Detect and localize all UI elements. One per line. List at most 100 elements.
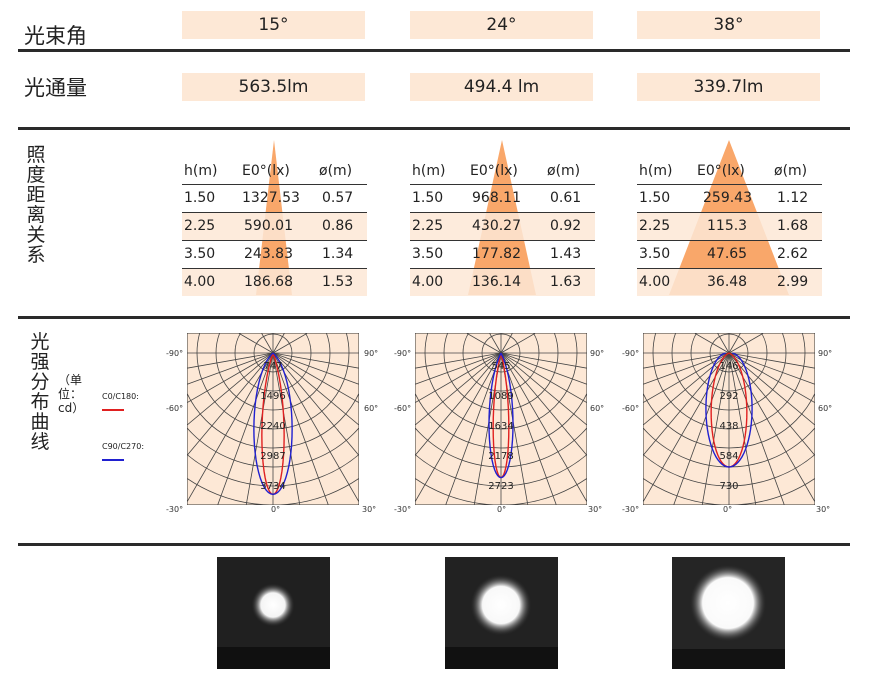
table-line [182, 240, 367, 241]
light-spot-image-3 [672, 557, 785, 669]
polar-radial [500, 352, 557, 505]
polar-tick-label: 146 [719, 361, 739, 372]
divider-4 [18, 543, 850, 546]
cell-e0: 968.11 [472, 190, 521, 206]
table-row: 3.50 47.65 2.62 [637, 241, 822, 268]
legend-c90-label: C90/C270: [102, 442, 145, 451]
cell-h: 1.50 [412, 190, 444, 206]
polar-radial [415, 352, 502, 385]
cell-d: 2.99 [777, 274, 809, 290]
header-h: h(m) [639, 163, 673, 179]
polar-radial [272, 352, 301, 505]
cell-e0: 177.82 [472, 246, 521, 262]
polar-radial [500, 352, 587, 369]
polar-radial [728, 352, 815, 404]
polar-radial [673, 352, 730, 505]
angle-label: 30° [816, 505, 831, 514]
illuminance-table-2: h(m) E0°(lx) ø(m) 1.50 968.11 0.61 2.25 … [410, 140, 595, 296]
angle-label: -60° [622, 404, 640, 413]
cell-d: 1.43 [550, 246, 582, 262]
table-header: h(m) E0°(lx) ø(m) [637, 158, 822, 185]
cell-h: 4.00 [639, 274, 671, 290]
table-line [637, 268, 822, 269]
polar-radial [500, 352, 587, 503]
luminous-flux-label: 光通量 [24, 76, 87, 100]
cell-d: 1.68 [777, 218, 809, 234]
polar-grid-svg [415, 333, 587, 505]
cell-h: 3.50 [639, 246, 671, 262]
cell-d: 1.53 [322, 274, 354, 290]
luminous-flux-value-2: 494.4 lm [410, 73, 593, 101]
polar-radial [272, 352, 359, 503]
polar-radial [415, 352, 502, 503]
table-line [637, 212, 822, 213]
legend-c90: C90/C270: [102, 442, 144, 461]
beam-angle-label: 光束角 [24, 24, 87, 48]
table-header: h(m) E0°(lx) ø(m) [410, 158, 595, 185]
polar-radial [445, 352, 502, 505]
angle-label: 90° [364, 349, 379, 358]
polar-radial [415, 352, 502, 404]
header-diameter: ø(m) [547, 163, 581, 179]
cell-h: 3.50 [412, 246, 444, 262]
table-row: 2.25 115.3 1.68 [637, 213, 822, 240]
polar-radial [728, 352, 757, 505]
cell-d: 1.34 [322, 246, 354, 262]
angle-label: -30° [394, 505, 412, 514]
table-line [637, 240, 822, 241]
header-e0: E0°(lx) [470, 163, 518, 179]
polar-radial [260, 333, 274, 354]
cell-e0: 1327.53 [242, 190, 300, 206]
polar-chart-3: 146 292 438 584 730 [643, 333, 843, 508]
polar-tick-label: 1089 [488, 391, 514, 402]
light-spot-image-2 [445, 557, 558, 669]
table-line [182, 212, 367, 213]
polar-radial [415, 352, 502, 457]
cell-e0: 590.01 [244, 218, 293, 234]
cell-h: 3.50 [184, 246, 216, 262]
cell-d: 2.62 [777, 246, 809, 262]
divider-3 [18, 316, 850, 319]
cell-h: 2.25 [412, 218, 444, 234]
polar-radial [272, 333, 309, 354]
light-spot-photo-1 [217, 557, 330, 669]
polar-radial [500, 352, 587, 385]
polar-radial [643, 352, 730, 426]
polar-radial [187, 352, 274, 385]
cell-d: 0.57 [322, 190, 354, 206]
polar-tick-label: 2987 [260, 451, 286, 462]
polar-tick-label: 747 [263, 361, 283, 372]
curve-c90-c270 [705, 352, 753, 468]
angle-label: -60° [394, 404, 412, 413]
cell-e0: 136.14 [472, 274, 521, 290]
polar-radial [728, 352, 815, 457]
cell-e0: 430.27 [472, 218, 521, 234]
polar-radial [272, 352, 329, 505]
cell-d: 0.86 [322, 218, 354, 234]
table-line [410, 184, 595, 185]
polar-radial [728, 352, 785, 505]
table-row: 1.50 1327.53 0.57 [182, 185, 367, 212]
polar-radial [693, 333, 730, 354]
polar-radial [701, 352, 730, 505]
angle-label: -30° [622, 505, 640, 514]
angle-label: 30° [362, 505, 377, 514]
legend-c0-swatch [102, 409, 124, 411]
cell-e0: 115.3 [707, 218, 748, 234]
legend-c0: C0/C180: [102, 392, 139, 411]
header-e0: E0°(lx) [242, 163, 290, 179]
luminous-flux-value-1: 563.5lm [182, 73, 365, 101]
angle-label: -90° [394, 349, 412, 358]
polar-radial [728, 352, 815, 369]
luminous-flux-value-3: 339.7lm [637, 73, 820, 101]
light-spot-photo-2 [445, 557, 558, 669]
divider-2 [18, 127, 850, 130]
polar-radial [237, 333, 274, 354]
polar-radial [272, 352, 359, 426]
table-line [637, 184, 822, 185]
polar-radial [500, 352, 587, 426]
angle-label: -60° [166, 404, 184, 413]
angle-label: 60° [818, 404, 833, 413]
angle-label: -90° [166, 349, 184, 358]
table-header: h(m) E0°(lx) ø(m) [182, 158, 367, 185]
